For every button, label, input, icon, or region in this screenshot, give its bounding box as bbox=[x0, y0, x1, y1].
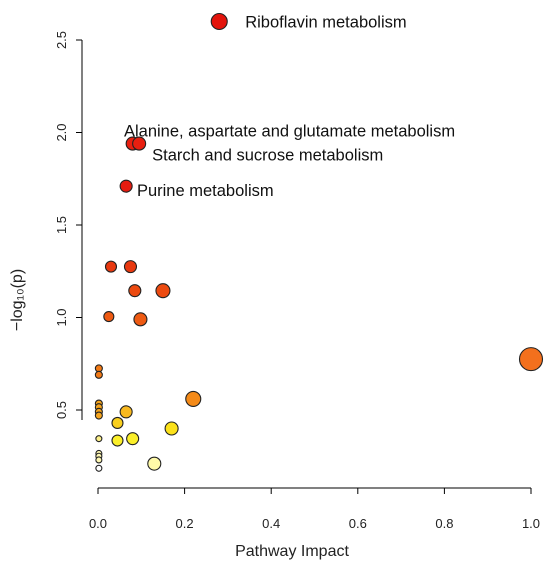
pathway-annotation: Riboflavin metabolism bbox=[245, 14, 406, 32]
x-tick-label: 0.8 bbox=[435, 516, 453, 531]
pathway-annotation: Starch and sucrose metabolism bbox=[152, 147, 383, 165]
data-point bbox=[104, 260, 118, 273]
data-point bbox=[155, 283, 171, 299]
data-point bbox=[132, 136, 147, 151]
data-point bbox=[95, 464, 103, 472]
x-tick-label: 0.6 bbox=[349, 516, 367, 531]
axes: 0.0 0.2 0.4 0.6 0.8 1.0 0.5 1.0 1.5 2.0 2.5 Pathw… bbox=[9, 31, 540, 560]
pathway-annotation: Alanine, aspartate and glutamate metabol… bbox=[124, 123, 455, 141]
data-point bbox=[111, 416, 124, 430]
pathway-annotation: Purine metabolism bbox=[137, 182, 274, 200]
x-axis-title: Pathway Impact bbox=[235, 543, 349, 560]
y-axis-ticks: 0.5 1.0 1.5 2.0 2.5 bbox=[54, 31, 82, 419]
data-point bbox=[119, 179, 133, 193]
y-tick-label: 1.5 bbox=[54, 216, 69, 234]
x-tick-label: 0.4 bbox=[262, 516, 280, 531]
data-point bbox=[119, 405, 133, 419]
data-point bbox=[164, 421, 179, 436]
x-tick-label: 0.0 bbox=[89, 516, 107, 531]
data-point bbox=[94, 411, 103, 420]
data-point bbox=[133, 312, 148, 327]
x-tick-label: 0.2 bbox=[176, 516, 194, 531]
y-tick-label: 2.5 bbox=[54, 31, 69, 49]
data-point bbox=[95, 456, 103, 464]
y-axis-title: −log₁₀(p) bbox=[9, 269, 26, 331]
data-point bbox=[94, 370, 103, 379]
x-tick-label: 1.0 bbox=[522, 516, 540, 531]
x-axis-ticks: 0.0 0.2 0.4 0.6 0.8 1.0 bbox=[89, 488, 540, 531]
data-point bbox=[518, 347, 544, 372]
data-point bbox=[126, 432, 140, 446]
data-points bbox=[94, 12, 544, 472]
data-point bbox=[95, 435, 103, 443]
y-tick-label: 1.0 bbox=[54, 308, 69, 326]
data-point bbox=[147, 456, 162, 471]
y-tick-label: 2.0 bbox=[54, 123, 69, 141]
data-point bbox=[210, 12, 228, 31]
pathway-annotations: Riboflavin metabolism Alanine, aspartate … bbox=[124, 14, 455, 200]
data-point bbox=[128, 284, 142, 298]
data-point bbox=[103, 311, 115, 323]
data-point bbox=[185, 390, 202, 407]
y-tick-label: 0.5 bbox=[54, 401, 69, 419]
data-point bbox=[111, 434, 124, 447]
data-point bbox=[123, 260, 138, 274]
